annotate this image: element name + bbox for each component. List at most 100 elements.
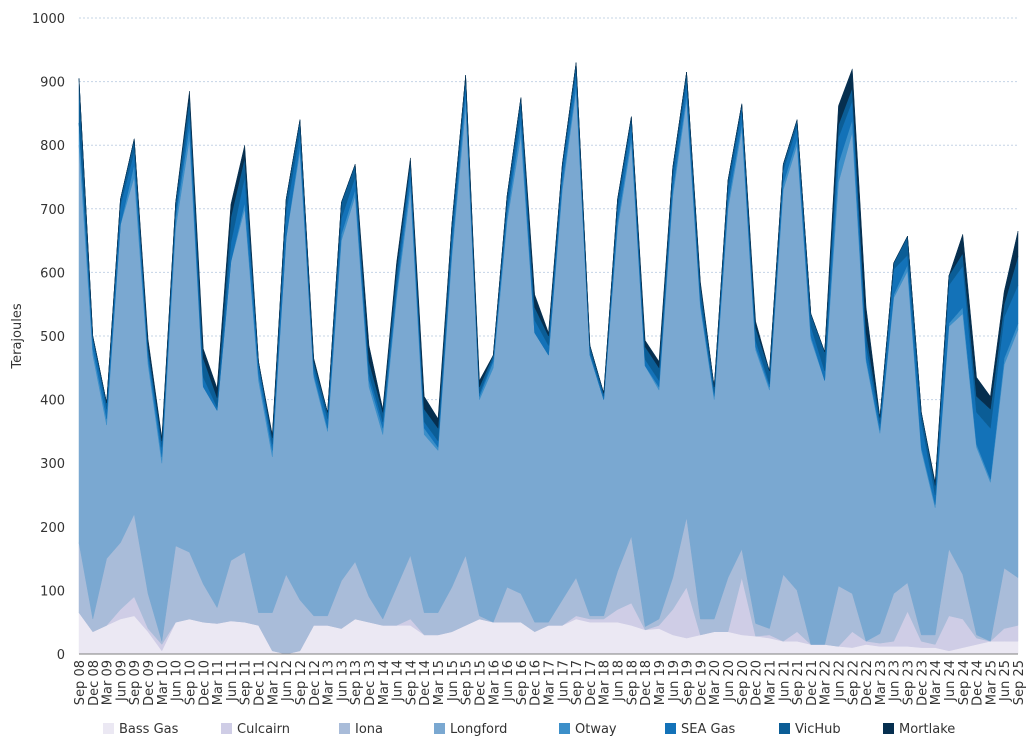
x-tick-label: Sep 14 (404, 660, 419, 705)
x-tick-label: Sep 21 (791, 660, 806, 705)
x-tick-label: Jun 19 (667, 660, 682, 702)
x-tick-label: Jun 13 (335, 660, 350, 702)
legend-swatch (339, 723, 350, 734)
x-tick-label: Jun 12 (280, 660, 295, 702)
x-tick-label: Sep 20 (736, 660, 751, 705)
x-tick-label: Dec 09 (142, 660, 157, 706)
x-tick-label: Dec 12 (308, 660, 323, 706)
x-tick-label: Mar 19 (653, 660, 668, 705)
y-tick-label: 0 (57, 648, 65, 663)
x-tick-label: Dec 13 (363, 660, 378, 706)
x-tick-label: Dec 16 (529, 660, 544, 706)
legend-label: Longford (450, 722, 507, 737)
x-tick-label: Jun 24 (943, 660, 958, 702)
x-tick-label: Dec 15 (473, 660, 488, 706)
series-areas (78, 62, 1019, 655)
x-tick-label: Mar 24 (929, 660, 944, 705)
legend-swatch (665, 723, 676, 734)
legend-swatch (103, 723, 114, 734)
x-tick-label: Dec 10 (197, 660, 212, 706)
x-tick-label: Jun 22 (832, 660, 847, 702)
legend-swatch (434, 723, 445, 734)
x-tick-label: Sep 22 (846, 660, 861, 705)
legend-swatch (779, 723, 790, 734)
x-tick-label: Jun 17 (556, 660, 571, 702)
x-tick-label: Mar 10 (156, 660, 171, 705)
y-tick-label: 300 (40, 457, 65, 472)
x-tick-label: Mar 15 (432, 660, 447, 705)
x-tick-label: Sep 15 (460, 660, 475, 705)
x-tick-label: Sep 13 (349, 660, 364, 705)
x-tick-label: Mar 17 (543, 660, 558, 705)
x-tick-label: Sep 18 (625, 660, 640, 705)
legend-label: Bass Gas (119, 722, 179, 737)
legend-label: Mortlake (899, 722, 955, 737)
legend-label: Iona (355, 722, 383, 737)
x-tick-label: Mar 09 (101, 660, 116, 705)
x-tick-label: Mar 25 (984, 660, 999, 705)
y-tick-label: 700 (40, 203, 65, 218)
x-tick-label: Mar 13 (322, 660, 337, 705)
y-tick-label: 600 (40, 266, 65, 281)
x-tick-label: Mar 16 (487, 660, 502, 705)
x-tick-label: Sep 16 (515, 660, 530, 705)
x-tick-label: Dec 22 (860, 660, 875, 706)
x-tick-label: Jun 10 (170, 660, 185, 702)
y-tick-label: 500 (40, 330, 65, 345)
y-tick-label: 400 (40, 394, 65, 409)
x-tick-label: Sep 11 (239, 660, 254, 705)
legend-label: Culcairn (237, 722, 290, 737)
y-tick-label: 200 (40, 521, 65, 536)
legend-label: SEA Gas (681, 722, 736, 737)
legend-swatch (221, 723, 232, 734)
x-tick-label: Sep 12 (294, 660, 309, 705)
x-tick-label: Jun 23 (888, 660, 903, 702)
x-tick-label: Sep 19 (681, 660, 696, 705)
y-tick-label: 1000 (32, 12, 65, 27)
y-tick-label: 800 (40, 139, 65, 154)
x-tick-label: Sep 17 (570, 660, 585, 705)
x-tick-label: Jun 25 (998, 660, 1013, 702)
legend-label: Otway (575, 722, 617, 737)
x-tick-label: Dec 24 (971, 660, 986, 706)
legend-label: VicHub (795, 722, 841, 737)
x-tick-label: Jun 20 (722, 660, 737, 702)
x-tick-label: Mar 22 (819, 660, 834, 705)
legend: Bass Gas Culcairn Iona Longford Otway SEA Gas… (103, 722, 955, 737)
y-tick-label: 900 (40, 76, 65, 91)
x-tick-label: Jun 14 (391, 660, 406, 702)
x-tick-label: Dec 21 (805, 660, 820, 706)
x-tick-label: Jun 16 (501, 660, 516, 702)
x-tick-label: Mar 12 (266, 660, 281, 705)
x-tick-label: Sep 24 (957, 660, 972, 705)
x-tick-label: Dec 20 (750, 660, 765, 706)
x-tick-label: Mar 14 (377, 660, 392, 705)
x-tick-label: Mar 20 (708, 660, 723, 705)
x-tick-label: Jun 15 (446, 660, 461, 702)
y-axis: 0 100 200 300 400 500 600 700 800 900 1000 (32, 12, 65, 663)
x-tick-label: Mar 18 (598, 660, 613, 705)
x-tick-label: Dec 19 (694, 660, 709, 706)
x-tick-label: Dec 18 (639, 660, 654, 706)
x-tick-label: Dec 14 (418, 660, 433, 706)
x-tick-label: Mar 21 (763, 660, 778, 705)
x-tick-label: Sep 25 (1012, 660, 1027, 705)
x-tick-label: Jun 21 (777, 660, 792, 702)
x-tick-label: Dec 11 (253, 660, 268, 706)
x-tick-label: Mar 23 (874, 660, 889, 705)
y-tick-label: 100 (40, 584, 65, 599)
x-tick-label: Dec 08 (87, 660, 102, 706)
legend-swatch (559, 723, 570, 734)
x-tick-label: Jun 09 (114, 660, 129, 702)
x-tick-label: Jun 18 (612, 660, 627, 702)
x-tick-label: Sep 10 (183, 660, 198, 705)
x-tick-label: Dec 17 (584, 660, 599, 706)
x-tick-label: Jun 11 (225, 660, 240, 702)
legend-swatch (883, 723, 894, 734)
series-area-mortlake (78, 62, 1019, 486)
x-tick-label: Dec 23 (915, 660, 930, 706)
x-tick-label: Sep 08 (73, 660, 88, 705)
y-axis-title: Terajoules (10, 303, 25, 369)
